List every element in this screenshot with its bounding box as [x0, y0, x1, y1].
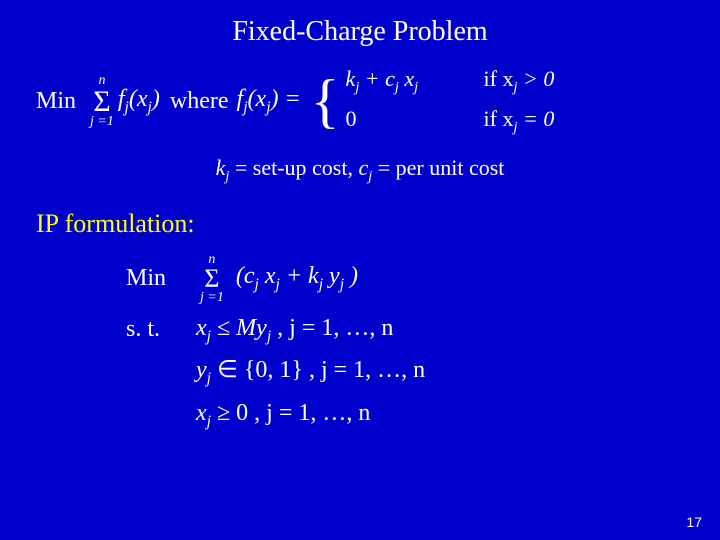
constraint-3: xj ≥ 0 , j = 1, …, n: [196, 400, 684, 431]
min-label: Min: [36, 88, 76, 115]
piecewise-cases: kj + cj xj if xj > 0 0 if xj = 0: [346, 66, 555, 137]
where-label: where: [170, 88, 229, 115]
objective-definition: Min n Σ j =1 fj(xj) where fj(xj) = { kj …: [36, 66, 684, 137]
brace: {: [311, 77, 340, 125]
slide-title: Fixed-Charge Problem: [36, 16, 684, 48]
constraint-1: xj ≤ Myj , j = 1, …, n: [196, 315, 393, 346]
case2-cond: if xj = 0: [484, 106, 555, 136]
sum-symbol: n Σ j =1: [90, 74, 114, 129]
case1-value: kj + cj xj: [346, 66, 466, 96]
constraint-2: yj ∈ {0, 1} , j = 1, …, n: [196, 355, 684, 388]
ip-objective: Min n Σ j =1 (cj xj + kj yj ): [126, 253, 684, 304]
ip-formulation-heading: IP formulation:: [36, 209, 684, 239]
sum-symbol-2: n Σ j =1: [200, 253, 224, 304]
page-number: 17: [686, 514, 702, 530]
fjxj: fj(xj): [118, 86, 160, 117]
case2-value: 0: [346, 106, 466, 136]
fjxj2: fj(xj) =: [237, 86, 301, 117]
ip-body: Min n Σ j =1 (cj xj + kj yj ) s. t. xj ≤…: [126, 253, 684, 431]
cost-defs: kj = set-up cost, cj = per unit cost: [36, 155, 684, 185]
ip-obj-expr: (cj xj + kj yj ): [236, 263, 358, 294]
ip-st: s. t. xj ≤ Myj , j = 1, …, n: [126, 315, 684, 346]
case1-cond: if xj > 0: [484, 66, 555, 96]
